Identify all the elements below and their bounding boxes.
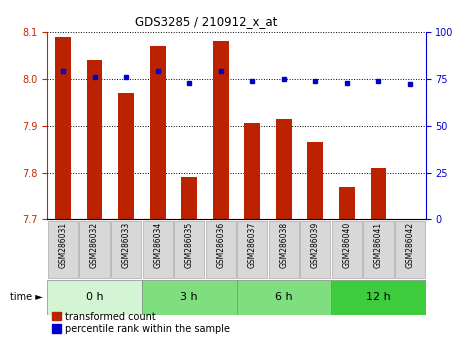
- Bar: [300, 221, 331, 279]
- Text: GSM286033: GSM286033: [122, 222, 131, 268]
- Bar: [79, 221, 110, 279]
- Bar: [245, 123, 260, 219]
- Text: GSM286036: GSM286036: [216, 222, 225, 268]
- Bar: [150, 46, 166, 219]
- Text: GSM286042: GSM286042: [405, 222, 414, 268]
- Bar: [142, 280, 236, 315]
- Bar: [47, 280, 142, 315]
- Text: percentile rank within the sample: percentile rank within the sample: [65, 324, 230, 334]
- Text: 6 h: 6 h: [275, 292, 293, 302]
- Bar: [142, 221, 173, 279]
- Bar: [55, 36, 71, 219]
- Bar: [269, 221, 299, 279]
- Bar: [395, 221, 425, 279]
- Bar: [206, 221, 236, 279]
- Bar: [363, 221, 394, 279]
- Bar: [118, 93, 134, 219]
- Bar: [181, 177, 197, 219]
- Bar: [370, 168, 386, 219]
- Text: GSM286041: GSM286041: [374, 222, 383, 268]
- Bar: [213, 41, 228, 219]
- Text: GSM286032: GSM286032: [90, 222, 99, 268]
- Bar: [237, 221, 267, 279]
- Bar: [276, 119, 292, 219]
- Text: GSM286040: GSM286040: [342, 222, 351, 268]
- Text: time ►: time ►: [10, 292, 43, 302]
- Text: GSM286035: GSM286035: [184, 222, 194, 268]
- Text: GSM286031: GSM286031: [59, 222, 68, 268]
- Bar: [331, 280, 426, 315]
- Text: GSM286039: GSM286039: [311, 222, 320, 268]
- Text: GSM286038: GSM286038: [279, 222, 289, 268]
- Bar: [332, 221, 362, 279]
- Bar: [174, 221, 204, 279]
- Text: transformed count: transformed count: [65, 312, 156, 322]
- Bar: [339, 187, 355, 219]
- Text: 3 h: 3 h: [180, 292, 198, 302]
- Text: 0 h: 0 h: [86, 292, 104, 302]
- Text: GSM286034: GSM286034: [153, 222, 162, 268]
- Bar: [87, 60, 103, 219]
- Text: GSM286037: GSM286037: [248, 222, 257, 268]
- Bar: [48, 221, 78, 279]
- Text: 12 h: 12 h: [366, 292, 391, 302]
- Bar: [111, 221, 141, 279]
- Bar: [307, 142, 323, 219]
- Text: GDS3285 / 210912_x_at: GDS3285 / 210912_x_at: [135, 15, 278, 28]
- Bar: [236, 280, 331, 315]
